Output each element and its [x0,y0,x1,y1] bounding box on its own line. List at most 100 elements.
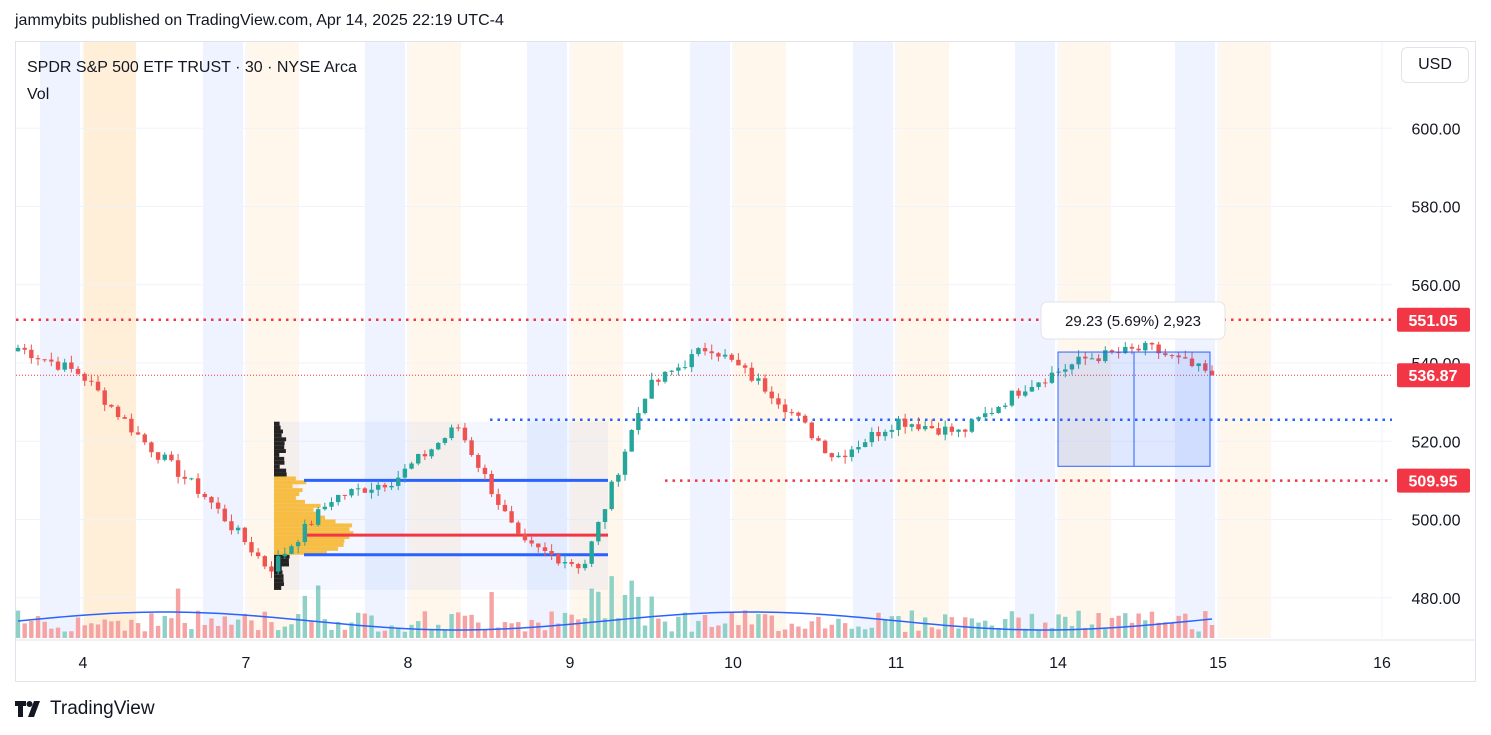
afterhours-band [734,42,786,638]
volume-bar [569,614,574,638]
candle-body [636,413,641,431]
candle-body [689,354,694,368]
candle-body [235,527,241,531]
premarket-band [690,42,730,638]
candle-body [49,359,54,362]
volume-bar [842,623,848,638]
volume-bar [656,618,661,638]
candle-body [122,417,127,419]
volume-ma-line [17,611,1213,631]
premarket-band [365,42,405,638]
price-level-tag-label: 551.05 [1409,313,1458,330]
candle-body [282,553,288,557]
volume-bar [449,614,454,638]
candle-body [582,563,588,569]
volume-bar [1063,616,1068,638]
candle-body [329,502,334,507]
y-tick-label: 600.00 [1412,121,1461,138]
candle-body [629,430,634,452]
candle-body [342,494,348,496]
volume-bar [756,614,761,638]
candle-body [822,440,828,454]
candle-body [209,497,214,503]
volume-profile-row [274,562,289,567]
volume-profile-row [274,503,321,508]
candle-body [1196,363,1201,367]
candle-body [949,426,955,432]
volume-profile-row [274,550,327,555]
volume-bar [1123,613,1128,638]
chart-frame [15,41,1476,682]
volume-profile-row [274,546,338,551]
volume-bar [862,629,868,638]
currency-button[interactable]: USD [1401,47,1469,83]
volume-bar [796,626,801,638]
volume-bar [1156,622,1161,638]
x-tick-label: 11 [888,655,905,672]
candle-body [322,506,328,510]
volume-bar [329,629,334,638]
volume-bar [202,624,207,638]
candle-body [849,449,854,458]
volume-profile-row [274,452,280,457]
volume-bar [642,625,648,638]
candle-body [1083,356,1088,359]
x-tick-label: 9 [566,655,575,672]
candle-body [69,362,74,369]
volume-profile-row [274,496,296,500]
volume-bar [95,624,101,638]
candle-body [669,370,674,372]
candle-body [809,422,814,439]
candle-body [589,541,594,564]
volume-bar [456,612,461,638]
volume-bar [15,610,21,638]
candle-body [722,354,728,357]
volume-bar [335,621,341,638]
volume-bar [442,629,448,638]
volume-profile-row [274,578,284,583]
price-axis: 600.00580.00560.00540.00520.00500.00480.… [1397,121,1470,608]
candle-body [489,473,494,495]
volume-bar [729,611,734,638]
candle-body [1163,353,1168,356]
volume-bar [983,620,988,638]
candle-body [75,368,81,374]
candle-body [1169,355,1175,357]
candle-body [956,429,961,432]
candle-body [909,424,915,427]
candle-body [989,412,995,414]
candle-body [542,547,548,551]
volume-bar [696,620,701,638]
volume-bar [349,622,354,638]
candle-body [796,412,801,416]
volume-bar [1176,615,1181,638]
volume-bar [109,621,114,638]
volume-bar [436,624,441,638]
tradingview-logo[interactable]: TradingView [15,698,155,720]
volume-bar [556,623,561,638]
candle-body [1043,382,1048,384]
candle-body [902,418,908,427]
candle-body [536,543,541,548]
volume-bar [722,623,728,638]
volume-bar [549,611,554,638]
volume-profile-row [274,515,325,520]
candle-body [602,509,608,522]
candle-body [409,463,414,469]
x-tick-label: 16 [1373,655,1391,672]
volume-profile-row [274,507,314,512]
volume-profile-row [274,539,345,543]
candle-body [275,556,281,572]
candle-body [1089,358,1095,360]
x-tick-label: 14 [1049,655,1067,672]
candle-body [362,488,368,493]
candle-body [502,504,508,512]
volume-bar [1209,625,1215,638]
candle-body [269,566,274,572]
volume-bar [849,628,854,638]
candle-body [1209,370,1215,376]
candle-body [856,447,861,450]
candle-body [35,358,41,360]
x-tick-label: 10 [724,655,742,672]
